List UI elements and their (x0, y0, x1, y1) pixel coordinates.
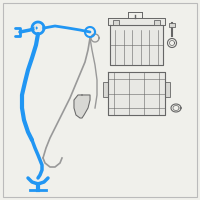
Polygon shape (108, 18, 165, 25)
Bar (154, 20, 160, 25)
Polygon shape (108, 72, 165, 115)
Bar (165, 82, 170, 97)
Bar (103, 82, 108, 97)
Polygon shape (110, 25, 163, 65)
Bar (169, 23, 175, 27)
Bar (113, 20, 119, 25)
Polygon shape (74, 95, 90, 118)
